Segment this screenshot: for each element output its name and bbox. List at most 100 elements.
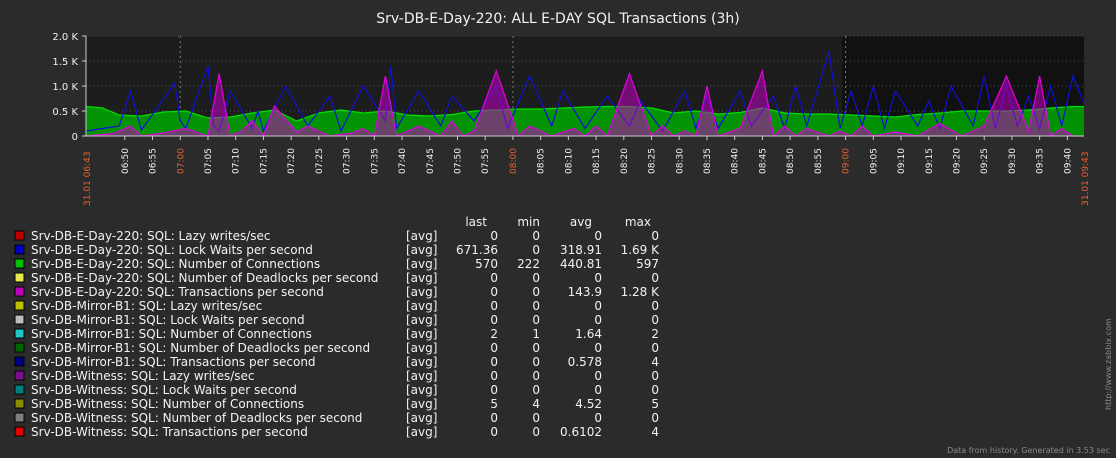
legend-func: [avg] bbox=[406, 341, 437, 355]
x-tick-label: 09:35 bbox=[1036, 148, 1046, 174]
legend-series-name: Srv-DB-Witness: SQL: Lock Waits per seco… bbox=[31, 383, 297, 397]
y-tick-label: 1.0 K bbox=[52, 82, 78, 93]
x-tick-label: 07:35 bbox=[370, 148, 380, 174]
x-end-label: 31.01 09:43 bbox=[1081, 151, 1091, 206]
legend-swatch bbox=[14, 384, 25, 395]
grid bbox=[86, 35, 1084, 136]
x-tick-label: 08:15 bbox=[592, 148, 602, 174]
legend-swatch bbox=[14, 314, 25, 325]
legend-last: 0 bbox=[490, 341, 498, 355]
legend-header-max: max bbox=[625, 215, 651, 229]
legend-min: 0 bbox=[532, 369, 540, 383]
legend-avg: 0 bbox=[594, 271, 602, 285]
legend-avg: 440.81 bbox=[560, 257, 602, 271]
x-tick-label: 07:10 bbox=[232, 148, 242, 174]
legend: last min avg max Srv-DB-E-Day-220: SQL: … bbox=[14, 215, 661, 439]
legend-min: 0 bbox=[532, 243, 540, 257]
legend-min: 0 bbox=[532, 285, 540, 299]
series-area-2 bbox=[86, 71, 1084, 136]
legend-last: 0 bbox=[490, 383, 498, 397]
x-tick-label: 09:15 bbox=[925, 148, 935, 174]
legend-swatch bbox=[14, 286, 25, 297]
series-line-2 bbox=[85, 68, 1084, 138]
legend-max: 0 bbox=[651, 383, 659, 397]
legend-max: 0 bbox=[651, 313, 659, 327]
legend-func: [avg] bbox=[406, 271, 437, 285]
legend-swatch bbox=[14, 258, 25, 269]
legend-series-name: Srv-DB-Mirror-B1: SQL: Lazy writes/sec bbox=[31, 299, 262, 313]
legend-avg: 0 bbox=[594, 369, 602, 383]
legend-header-avg: avg bbox=[570, 215, 592, 229]
legend-last: 0 bbox=[490, 355, 498, 369]
legend-series-name: Srv-DB-Witness: SQL: Number of Connectio… bbox=[31, 397, 304, 411]
x-tick-label: 07:25 bbox=[315, 148, 325, 174]
x-tick-label: 07:15 bbox=[259, 148, 269, 174]
x-tick-label: 07:20 bbox=[287, 148, 297, 174]
legend-avg: 0 bbox=[594, 313, 602, 327]
legend-min: 0 bbox=[532, 229, 540, 243]
legend-func: [avg] bbox=[406, 243, 437, 257]
legend-max: 1.69 K bbox=[621, 243, 661, 257]
x-tick-label: 08:25 bbox=[648, 148, 658, 174]
legend-last: 0 bbox=[490, 313, 498, 327]
legend-func: [avg] bbox=[406, 285, 437, 299]
legend-func: [avg] bbox=[406, 411, 437, 425]
y-tick-label: 0 bbox=[72, 132, 78, 143]
legend-swatch bbox=[14, 398, 25, 409]
legend-func: [avg] bbox=[406, 299, 437, 313]
legend-series-name: Srv-DB-Witness: SQL: Lazy writes/sec bbox=[31, 369, 255, 383]
legend-func: [avg] bbox=[406, 313, 437, 327]
legend-header-min: min bbox=[517, 215, 540, 229]
legend-func: [avg] bbox=[406, 257, 437, 271]
series-layer bbox=[85, 50, 1085, 138]
legend-func: [avg] bbox=[406, 369, 437, 383]
legend-max: 2 bbox=[651, 327, 659, 341]
legend-min: 0 bbox=[532, 383, 540, 397]
x-tick-label: 09:40 bbox=[1063, 148, 1073, 174]
legend-swatch bbox=[14, 426, 25, 437]
legend-series-name: Srv-DB-Mirror-B1: SQL: Transactions per … bbox=[31, 355, 316, 369]
legend-series-name: Srv-DB-Witness: SQL: Number of Deadlocks… bbox=[31, 411, 362, 425]
legend-series-name: Srv-DB-E-Day-220: SQL: Lazy writes/sec bbox=[31, 229, 271, 243]
x-tick-label: 08:50 bbox=[786, 148, 796, 174]
legend-max: 4 bbox=[651, 355, 659, 369]
legend-swatch bbox=[14, 356, 25, 367]
legend-swatch bbox=[14, 272, 25, 283]
x-tick-label: 07:30 bbox=[343, 148, 353, 174]
x-tick-label: 08:35 bbox=[703, 148, 713, 174]
x-tick-label: 09:10 bbox=[897, 148, 907, 174]
legend-max: 4 bbox=[651, 425, 659, 439]
legend-avg: 0 bbox=[594, 299, 602, 313]
legend-series-name: Srv-DB-Witness: SQL: Transactions per se… bbox=[31, 425, 308, 439]
legend-series-name: Srv-DB-E-Day-220: SQL: Number of Deadloc… bbox=[31, 271, 378, 285]
legend-series-name: Srv-DB-E-Day-220: SQL: Number of Connect… bbox=[31, 257, 320, 271]
x-tick-label: 06:55 bbox=[149, 148, 159, 174]
x-tick-label: 07:55 bbox=[481, 148, 491, 174]
y-tick-label: 1.5 K bbox=[52, 57, 78, 68]
legend-max: 0 bbox=[651, 299, 659, 313]
legend-series-name: Srv-DB-Mirror-B1: SQL: Lock Waits per se… bbox=[31, 313, 305, 327]
y-tick-label: 2.0 K bbox=[52, 32, 78, 43]
legend-avg: 318.91 bbox=[560, 243, 602, 257]
x-tick-label: 09:00 bbox=[842, 148, 852, 174]
legend-max: 1.28 K bbox=[621, 285, 661, 299]
x-tick-label: 09:20 bbox=[952, 148, 962, 174]
y-axis: 0 0.5 K 1.0 K 1.5 K 2.0 K bbox=[52, 32, 87, 143]
legend-last: 5 bbox=[490, 397, 498, 411]
legend-series-name: Srv-DB-E-Day-220: SQL: Lock Waits per se… bbox=[31, 243, 313, 257]
legend-last: 2 bbox=[490, 327, 498, 341]
legend-avg: 4.52 bbox=[575, 397, 602, 411]
x-tick-label: 08:05 bbox=[537, 148, 547, 174]
x-tick-label: 08:30 bbox=[675, 148, 685, 174]
legend-swatch bbox=[14, 412, 25, 423]
legend-min: 0 bbox=[532, 425, 540, 439]
legend-avg: 143.9 bbox=[568, 285, 602, 299]
x-tick-label: 08:55 bbox=[814, 148, 824, 174]
legend-avg: 0 bbox=[594, 411, 602, 425]
legend-min: 0 bbox=[532, 341, 540, 355]
x-tick-label: 07:05 bbox=[204, 148, 214, 174]
x-tick-label: 08:45 bbox=[758, 148, 768, 174]
legend-max: 0 bbox=[651, 341, 659, 355]
x-tick-label: 08:10 bbox=[564, 148, 574, 174]
